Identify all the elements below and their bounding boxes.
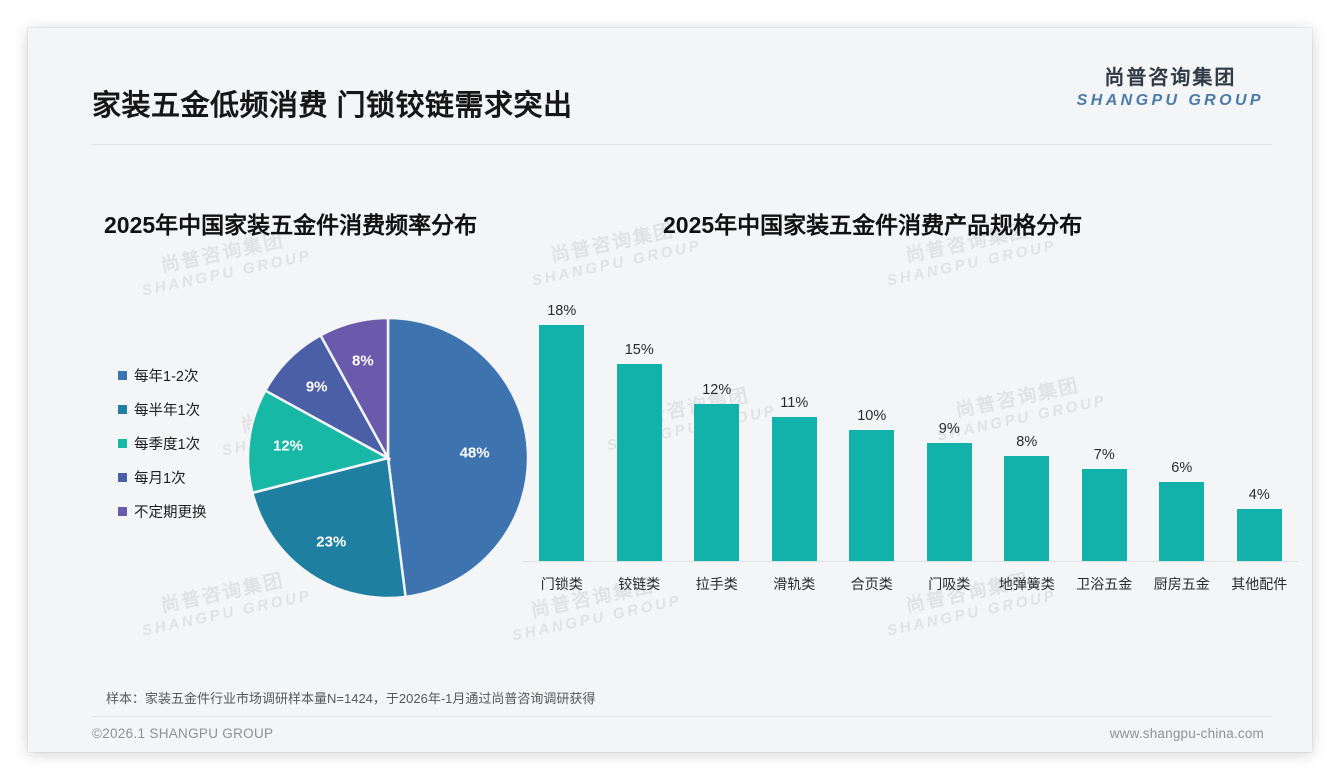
legend-item-label: 每半年1次: [134, 402, 201, 419]
bar-chart-bars: 18% 15% 12% 11% 10% 9% 8% 7% 6% 4%: [523, 291, 1298, 561]
legend-color-swatch: [118, 506, 127, 516]
legend-item[interactable]: 每季度1次: [118, 426, 258, 460]
bar-column[interactable]: 4%: [1221, 291, 1299, 561]
brand-logo-cn: 尚普咨询集团: [1104, 67, 1237, 89]
bar-chart-category-labels: 门锁类 铰链类 拉手类 滑轨类 合页类 门吸类 地弹簧类 卫浴五金 厨房五金 其他配件: [523, 574, 1298, 594]
bar-category-label: 其他配件: [1231, 576, 1288, 592]
bar-column[interactable]: 11%: [756, 291, 834, 561]
bar-value-label: 10%: [857, 407, 887, 424]
pie-slice[interactable]: [386, 316, 530, 599]
bar-category-label: 合页类: [850, 576, 893, 592]
legend-item[interactable]: 不定期更换: [118, 494, 258, 528]
bar-category-label: 厨房五金: [1153, 576, 1210, 592]
slide-canvas: 尚普咨询集团 SHANGPU GROUP 尚普咨询集团 SHANGPU GROUP …: [28, 28, 1312, 752]
pie-slice-value: 23%: [316, 533, 346, 550]
bar-column[interactable]: 8%: [988, 291, 1066, 561]
bar-value-label: 11%: [780, 394, 809, 411]
bar-rect[interactable]: [539, 325, 585, 561]
legend-color-swatch: [118, 370, 127, 380]
legend-item-label: 不定期更换: [134, 504, 207, 521]
legend-item[interactable]: 每月1次: [118, 460, 258, 494]
pie-slice-value: 48%: [460, 445, 490, 462]
bar-value-label: 7%: [1093, 447, 1115, 464]
bar-category-label: 滑轨类: [773, 576, 816, 592]
bar-rect[interactable]: [616, 364, 662, 561]
pie-chart: 每年1-2次 每半年1次每季度1次每月1次不定期更换 48% 23% 12% 9% 8%: [88, 308, 558, 618]
bar-rect[interactable]: [1159, 482, 1205, 561]
brand-logo-en: SHANGPU GROUP: [1076, 91, 1264, 109]
bar-rect[interactable]: [926, 443, 972, 561]
pie-slice-value: 8%: [352, 352, 374, 369]
pie-slice-value: 9%: [306, 379, 328, 396]
bar-rect[interactable]: [1081, 469, 1127, 561]
legend-color-swatch: [118, 438, 127, 448]
brand-logo: 尚普咨询集团 SHANGPU GROUP: [1076, 67, 1264, 109]
bar-rect[interactable]: [694, 403, 740, 561]
bar-category-label: 门锁类: [540, 576, 583, 592]
header-divider: [92, 144, 1272, 145]
bar-value-label: 18%: [547, 303, 577, 319]
bar-category-label: 卫浴五金: [1076, 576, 1133, 592]
bar-rect[interactable]: [1236, 508, 1282, 561]
bar-value-label: 4%: [1248, 486, 1270, 503]
pie-chart-title: 2025年中国家装五金件消费频率分布: [104, 212, 478, 238]
bar-column[interactable]: 15%: [601, 291, 679, 561]
watermark-en: SHANGPU GROUP: [140, 246, 314, 300]
bar-value-label: 15%: [624, 342, 654, 359]
footer-divider: [92, 716, 1272, 717]
website-text: www.shangpu-china.com: [1109, 726, 1264, 741]
pie-slice[interactable]: [246, 388, 392, 495]
bar-column[interactable]: 6%: [1143, 291, 1221, 561]
legend-item-label: 每月1次: [134, 470, 186, 487]
bar-column[interactable]: 18%: [523, 291, 601, 561]
source-footnote: 样本：家装五金件行业市场调研样本量N=1424，于2026年-1月通过尚普咨询调…: [106, 691, 596, 706]
legend-color-swatch: [118, 472, 127, 482]
bar-rect[interactable]: [849, 429, 895, 561]
pie-slice[interactable]: [263, 333, 392, 462]
slide-header: 家装五金低频消费 门锁铰链需求突出 尚普咨询集团 SHANGPU GROUP: [28, 28, 1312, 126]
bar-rect[interactable]: [1004, 456, 1050, 561]
pie-slice-value: 12%: [273, 437, 303, 454]
bar-chart-title: 2025年中国家装五金件消费产品规格分布: [663, 212, 1083, 238]
legend-item[interactable]: 每半年1次: [118, 392, 258, 426]
legend-item-label: 每季度1次: [134, 436, 201, 453]
copyright-text: ©2026.1 SHANGPU GROUP: [92, 726, 274, 741]
bar-chart: 18% 15% 12% 11% 10% 9% 8% 7% 6% 4% 门锁类 铰链类 拉手类 滑轨类 合页…: [523, 268, 1298, 598]
bar-column[interactable]: 7%: [1066, 291, 1144, 561]
bar-column[interactable]: 9%: [911, 291, 989, 561]
bar-chart-axis: [523, 561, 1298, 562]
bar-category-label: 拉手类: [695, 576, 738, 592]
bar-column[interactable]: 10%: [833, 291, 911, 561]
bar-category-label: 门吸类: [928, 576, 971, 592]
bar-category-label: 地弹簧类: [998, 576, 1055, 592]
legend-color-swatch: [118, 404, 127, 414]
bar-value-label: 9%: [938, 421, 960, 437]
legend-item-label: 每年1-2次: [134, 368, 199, 385]
pie-slice[interactable]: [250, 456, 407, 600]
bar-value-label: 6%: [1171, 460, 1193, 477]
pie-chart-svg: 48% 23% 12% 9% 8%: [246, 316, 530, 600]
bar-value-label: 12%: [702, 381, 732, 398]
bar-rect[interactable]: [771, 416, 817, 561]
page-title: 家装五金低频消费 门锁铰链需求突出: [92, 90, 573, 122]
bar-value-label: 8%: [1016, 434, 1038, 451]
pie-chart-legend: 每年1-2次 每半年1次每季度1次每月1次不定期更换: [118, 358, 258, 528]
bar-category-label: 铰链类: [618, 576, 661, 592]
bar-column[interactable]: 12%: [678, 291, 756, 561]
pie-slice[interactable]: [318, 316, 390, 459]
legend-item[interactable]: 每年1-2次: [118, 358, 258, 392]
